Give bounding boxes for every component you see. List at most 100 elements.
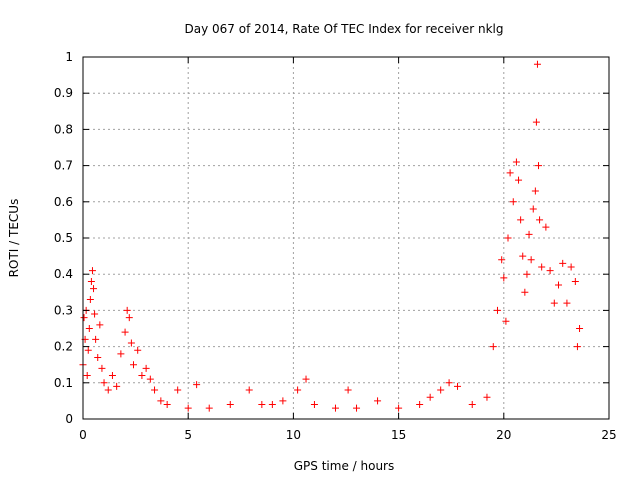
data-point: [527, 256, 535, 264]
data-point: [226, 401, 234, 409]
data-point: [416, 401, 424, 409]
data-point: [559, 259, 567, 267]
data-point: [134, 346, 142, 354]
data-point: [331, 404, 339, 412]
x-tick-label: 0: [79, 428, 87, 442]
data-point: [104, 386, 112, 394]
y-tick-label: 0.6: [54, 195, 73, 209]
data-point: [302, 375, 310, 383]
data-point: [535, 162, 543, 170]
data-point: [85, 325, 93, 332]
data-point: [519, 252, 527, 260]
data-point: [125, 314, 133, 322]
data-point: [523, 270, 531, 278]
data-point: [127, 339, 135, 347]
data-point: [538, 263, 546, 271]
data-point: [533, 60, 541, 68]
data-point: [121, 328, 129, 336]
gridlines: [83, 57, 609, 419]
data-point: [129, 361, 137, 369]
data-point: [426, 393, 434, 401]
y-tick-label: 0.4: [54, 267, 73, 281]
data-point: [445, 379, 453, 387]
data-point: [151, 386, 159, 394]
data-point: [512, 158, 520, 166]
data-point: [563, 299, 571, 307]
data-point: [94, 353, 102, 361]
data-point: [395, 404, 403, 412]
data-point: [489, 343, 497, 351]
data-point: [521, 288, 529, 296]
data-point: [536, 216, 544, 224]
x-axis-label: GPS time / hours: [294, 459, 395, 473]
data-point: [146, 375, 154, 383]
x-tick-label: 5: [184, 428, 192, 442]
y-tick-label: 0.9: [54, 86, 73, 100]
data-point: [550, 299, 558, 307]
data-point: [437, 386, 445, 394]
data-point: [142, 364, 150, 372]
data-point: [468, 401, 476, 409]
data-point: [502, 317, 510, 325]
data-point: [138, 372, 146, 380]
data-point: [546, 267, 554, 275]
x-tick-label: 15: [391, 428, 406, 442]
data-point: [517, 216, 525, 224]
y-axis-label: ROTI / TECUs: [7, 199, 21, 278]
data-point: [193, 381, 201, 389]
data-point: [576, 325, 584, 332]
data-point: [174, 386, 182, 394]
data-point: [509, 198, 517, 206]
data-point: [353, 404, 361, 412]
x-tick-label: 20: [496, 428, 511, 442]
data-point: [531, 187, 539, 195]
y-tick-label: 0.3: [54, 303, 73, 317]
data-point: [98, 364, 106, 372]
y-tick-label: 1: [65, 50, 73, 64]
data-point: [117, 350, 125, 358]
axis-ticks: 0 5 10 15 20 25 0 0.1 0.2 0.3 0.4 0.5 0.6 0.7 0.8 0.9 1: [54, 50, 617, 442]
data-point: [498, 256, 506, 264]
data-point: [525, 230, 533, 238]
y-tick-label: 0.1: [54, 376, 73, 390]
data-point: [100, 379, 108, 387]
data-point: [555, 281, 563, 289]
data-point: [567, 263, 575, 271]
y-tick-label: 0.8: [54, 122, 73, 136]
data-point: [500, 274, 508, 282]
data-point: [529, 205, 537, 213]
y-tick-label: 0.7: [54, 159, 73, 173]
data-point: [258, 401, 266, 409]
data-point: [493, 306, 501, 314]
chart-title: Day 067 of 2014, Rate Of TEC Index for r…: [185, 22, 504, 36]
data-point: [532, 118, 540, 126]
data-point: [504, 234, 512, 242]
data-point: [113, 382, 121, 390]
data-point: [80, 314, 88, 322]
data-point: [374, 397, 382, 405]
data-point: [184, 404, 192, 412]
data-point: [96, 321, 104, 329]
data-point: [454, 382, 462, 390]
data-point: [268, 401, 276, 409]
data-point: [86, 296, 94, 304]
data-point: [83, 372, 91, 380]
data-point: [573, 343, 581, 351]
y-tick-label: 0: [65, 412, 73, 426]
data-point: [245, 386, 253, 394]
data-point: [92, 335, 100, 343]
data-point: [344, 386, 352, 394]
data-points: [79, 60, 584, 412]
data-point: [157, 397, 165, 405]
data-point: [123, 306, 131, 314]
x-tick-label: 10: [286, 428, 301, 442]
data-point: [506, 169, 514, 177]
data-point: [88, 267, 96, 275]
data-point: [310, 401, 318, 409]
data-point: [91, 310, 99, 318]
data-point: [163, 401, 171, 409]
data-point: [84, 346, 92, 354]
data-point: [205, 404, 213, 412]
